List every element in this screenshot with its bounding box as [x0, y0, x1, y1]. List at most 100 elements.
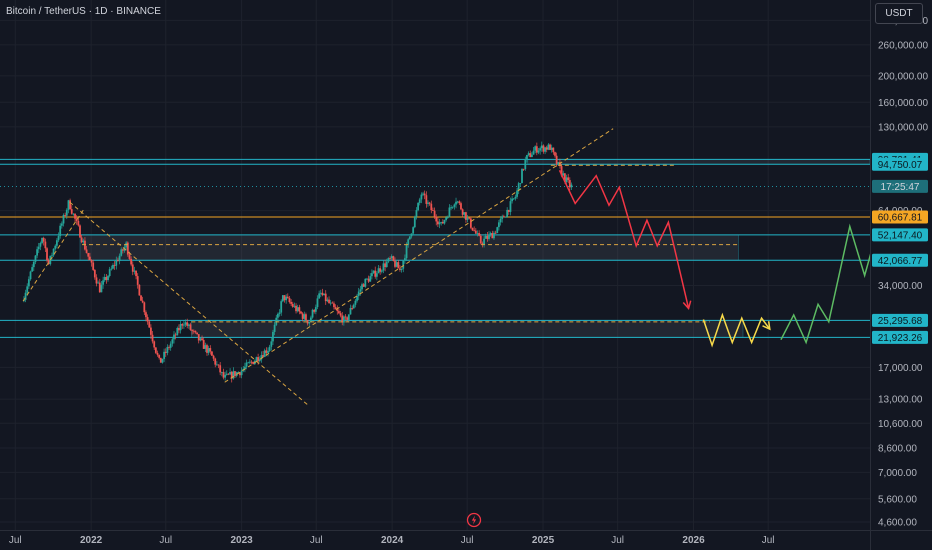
candle-body: [194, 330, 197, 333]
candle-body: [385, 261, 388, 268]
level-price-tag: 25,295.68: [878, 316, 923, 327]
level-price-tag: 21,923.26: [878, 333, 923, 344]
candle-body: [72, 213, 75, 215]
candle-body: [215, 364, 218, 366]
candle-body: [202, 340, 205, 349]
candle-body: [257, 357, 260, 362]
price-tick-label: 260,000.00: [878, 40, 928, 51]
candle-body: [131, 264, 134, 272]
candle-body: [285, 296, 288, 301]
candle-body: [352, 304, 355, 309]
candle-body: [319, 292, 322, 294]
candle-body: [563, 173, 566, 182]
projection-yellow: [702, 312, 771, 348]
candle-body: [90, 260, 93, 263]
candle-body: [260, 355, 263, 360]
candle-body: [496, 227, 499, 234]
candle-body: [379, 268, 382, 272]
candle-body: [206, 345, 208, 353]
projection-red: [558, 170, 690, 309]
candle-body: [128, 254, 131, 259]
candle-body: [478, 233, 481, 236]
candle-body: [283, 295, 286, 301]
time-axis[interactable]: Jul 2022 Jul 2023 Jul 2024 Jul 2025 Jul 2026 Jul: [0, 530, 932, 547]
candle-body: [222, 372, 225, 378]
candle-body: [211, 351, 213, 356]
candle-body: [534, 146, 537, 151]
candle-body: [339, 313, 342, 316]
candle-body: [41, 237, 43, 243]
candle-body: [69, 200, 71, 210]
candle-body: [545, 147, 548, 150]
candle-body: [293, 305, 296, 307]
candle-body: [341, 315, 344, 323]
candle-body: [44, 241, 47, 249]
projection-red-arrowhead: [682, 300, 692, 310]
candle-body: [535, 146, 538, 153]
candle-body: [357, 291, 360, 297]
candle-body: [446, 217, 449, 218]
candle-body: [509, 201, 512, 212]
symbol-title: Bitcoin / TetherUS · 1D · BINANCE: [6, 6, 161, 17]
candle-body: [491, 233, 494, 239]
candle-body: [184, 322, 187, 325]
projection-paths[interactable]: [558, 85, 932, 348]
candle-body: [333, 303, 335, 308]
candle-body: [361, 284, 363, 290]
candle-body: [435, 216, 438, 222]
candle-body: [313, 309, 316, 312]
candle-body: [338, 311, 340, 314]
candle-body: [366, 278, 368, 280]
candle-body: [514, 196, 517, 199]
candle-body: [369, 276, 372, 282]
candle-body: [326, 299, 329, 302]
candle-body: [532, 150, 535, 155]
candle-body: [199, 338, 202, 341]
price-tick-label: 8,600.00: [878, 444, 917, 455]
time-tick-label: Jul: [310, 535, 323, 546]
candle-body: [443, 219, 446, 224]
candle-body: [331, 302, 334, 304]
candle-body: [186, 322, 189, 326]
candle-body: [100, 284, 103, 293]
candle-body: [407, 239, 410, 245]
price-axis[interactable]: 320,000.00260,000.00200,000.00160,000.00…: [870, 0, 929, 550]
trendlines[interactable]: [22, 128, 739, 406]
candle-body: [286, 296, 289, 298]
price-tick-label: 10,600.00: [878, 419, 923, 430]
candlestick-series: [23, 141, 573, 383]
candle-body: [493, 232, 495, 239]
candle-body: [324, 293, 327, 302]
currency-button[interactable]: USDT: [875, 3, 923, 24]
price-tick-label: 7,000.00: [878, 468, 917, 479]
candle-body: [39, 242, 42, 247]
candle-body: [311, 309, 314, 318]
candle-body: [512, 198, 515, 200]
candle-body: [268, 346, 271, 351]
horizontal-levels[interactable]: [0, 158, 870, 338]
candle-body: [272, 331, 274, 342]
candle-body: [179, 324, 182, 331]
candle-body: [530, 154, 533, 157]
candle-body: [427, 202, 429, 204]
candle-body: [356, 296, 358, 301]
candle-body: [465, 212, 467, 220]
candle-body: [344, 316, 347, 318]
candle-body: [349, 308, 352, 315]
candle-body: [154, 347, 157, 353]
candle-body: [433, 210, 436, 217]
candle-body: [384, 263, 387, 268]
candle-body: [425, 195, 428, 204]
candle-body: [474, 230, 477, 234]
candle-body: [395, 262, 398, 267]
candle-body: [382, 263, 385, 271]
price-tick-label: 160,000.00: [878, 98, 928, 109]
candle-body: [70, 209, 73, 214]
candle-body: [159, 357, 162, 363]
trendline: [69, 201, 308, 406]
candle-body: [417, 202, 419, 211]
candle-body: [278, 312, 281, 314]
candle-body: [296, 307, 299, 312]
candle-body: [95, 277, 98, 284]
